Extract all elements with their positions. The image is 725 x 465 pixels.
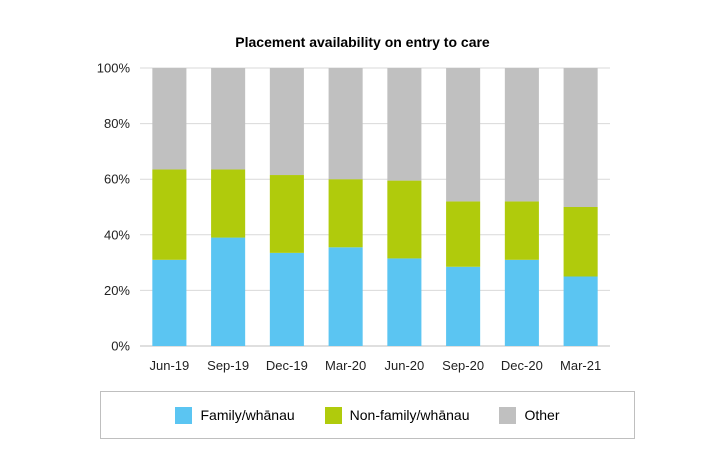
x-tick-label: Jun-20 — [385, 358, 425, 373]
bar-segment-family — [563, 276, 598, 346]
bar-segment-other — [446, 68, 481, 202]
legend-label-non-family: Non-family/whānau — [349, 407, 470, 423]
legend-item-non-family: Non-family/whānau — [324, 406, 470, 424]
legend: Family/whānau Non-family/whānau Other — [100, 391, 635, 439]
x-tick-label: Mar-21 — [560, 358, 601, 373]
x-tick-label: Mar-20 — [325, 358, 366, 373]
bar-segment-other — [563, 68, 598, 207]
legend-label-other: Other — [524, 407, 560, 423]
x-tick-label: Jun-19 — [150, 358, 190, 373]
x-tick-label: Sep-20 — [442, 358, 484, 373]
y-tick-label: 0% — [111, 339, 130, 354]
y-tick-label: 20% — [104, 283, 130, 298]
bar-segment-other — [269, 68, 304, 176]
y-tick-label: 40% — [104, 227, 130, 242]
x-tick-label: Sep-19 — [207, 358, 249, 373]
chart-title: Placement availability on entry to care — [235, 34, 490, 50]
legend-label-family: Family/whānau — [200, 407, 295, 423]
y-tick-label: 100% — [97, 61, 131, 76]
bar-segment-non-family — [446, 201, 481, 267]
legend-item-other: Other — [499, 406, 560, 424]
bar-segment-non-family — [328, 179, 363, 248]
bar-segment-non-family — [387, 180, 422, 259]
bar-segment-other — [211, 68, 246, 170]
bar-segment-other — [504, 68, 539, 202]
legend-swatch-family — [175, 406, 193, 424]
bar-segment-family — [269, 252, 304, 346]
plot-area: 0% 20% 40% 60% 80% 100% Jun-19 Sep-19 Dec-19 Mar-… — [97, 61, 610, 373]
bar-segment-non-family — [504, 201, 539, 260]
bar-segment-non-family — [211, 169, 246, 238]
x-tick-label: Dec-20 — [501, 358, 543, 373]
bar-segment-family — [387, 258, 422, 346]
legend-swatch-other — [499, 406, 517, 424]
bar-segment-family — [446, 266, 481, 346]
y-tick-label: 80% — [104, 116, 130, 131]
bar-segment-non-family — [269, 175, 304, 253]
y-tick-label: 60% — [104, 172, 130, 187]
bar-segment-family — [328, 247, 363, 346]
legend-item-family: Family/whānau — [175, 406, 295, 424]
bar-segment-family — [504, 259, 539, 346]
bar-segment-family — [211, 237, 246, 346]
bar-segment-family — [152, 259, 187, 346]
bar-segment-other — [387, 68, 422, 181]
legend-swatch-non-family — [324, 406, 342, 424]
bar-segment-other — [328, 68, 363, 180]
bar-segment-non-family — [152, 169, 187, 260]
x-tick-label: Dec-19 — [266, 358, 308, 373]
bar-segment-non-family — [563, 207, 598, 277]
bar-segment-other — [152, 68, 187, 170]
